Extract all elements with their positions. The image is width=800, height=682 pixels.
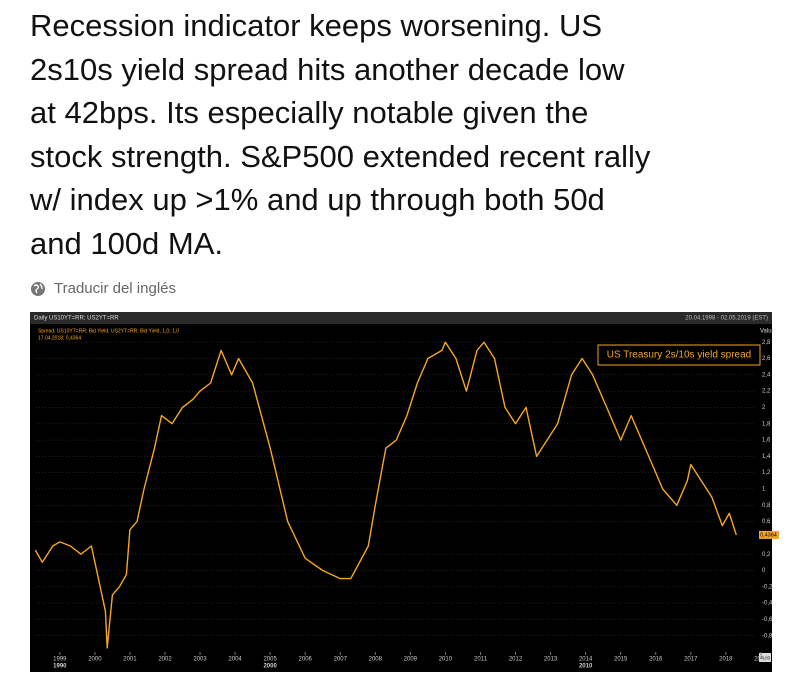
y-tick-label: 1,2 [762, 470, 771, 476]
axis-title: Value [760, 329, 776, 335]
y-tick-label: -0,8 [762, 633, 773, 639]
y-tick-label: 2,4 [762, 372, 771, 378]
tweet-line: Recession indicator keeps worsening. US [30, 8, 603, 43]
y-tick-label: 2 [762, 405, 766, 411]
last-value-tag [759, 530, 779, 539]
x-tick-label: 2015 [614, 657, 628, 663]
x-tick-label: 2011 [474, 657, 488, 663]
chart-header [30, 312, 772, 324]
last-value-label: 0,4364 [760, 532, 777, 538]
tweet-line: 2s10s yield spread hits another decade l… [30, 51, 625, 87]
y-tick-label: 1,4 [762, 454, 771, 460]
x-tick-label: 2019 [754, 657, 768, 663]
y-tick-label: -0,4 [762, 601, 773, 607]
decade-label: 2000 [263, 664, 277, 670]
x-tick-label: 2002 [158, 657, 172, 663]
y-tick-label: 1,6 [762, 438, 771, 444]
y-tick-label: 0,2 [762, 552, 771, 558]
legend-line: Spread; US10YT=RR; Bid Yield, US2YT=RR; … [38, 328, 179, 334]
translate-text[interactable]: Traducir del inglés [54, 280, 176, 297]
auto-label[interactable]: Auto [760, 655, 771, 661]
x-tick-label: 2007 [334, 657, 348, 663]
decade-label: 1990 [53, 664, 67, 670]
x-tick-label: 2001 [123, 657, 137, 663]
decade-label: 2010 [579, 664, 593, 670]
x-tick-label: 2013 [544, 657, 558, 663]
y-tick-label: 1 [762, 487, 766, 493]
x-tick-label: 2003 [193, 657, 207, 663]
auto-button[interactable] [759, 653, 771, 662]
y-tick-label: 0 [762, 568, 766, 574]
chart-background [30, 312, 772, 672]
translate-link[interactable]: Traducir del inglés [30, 280, 176, 297]
tweet-line: at 42bps. Its especially notable given t… [30, 95, 589, 130]
x-tick-label: 2012 [509, 657, 523, 663]
y-tick-label: 1,8 [762, 421, 771, 427]
x-tick-label: 1999 [53, 657, 67, 663]
y-tick-label: 0,6 [762, 519, 771, 525]
x-tick-label: 2009 [404, 657, 418, 663]
x-tick-label: 2005 [263, 657, 277, 663]
y-tick-label: -0,6 [762, 617, 773, 623]
header-right: 20.04.1998 - 02.05.2019 (EST) [685, 316, 768, 322]
tweet-line: stock strength. S&P500 extended recent r… [30, 138, 651, 174]
x-tick-label: 2010 [439, 657, 453, 663]
x-tick-label: 2000 [88, 657, 102, 663]
x-tick-label: 2018 [719, 657, 733, 663]
x-tick-label: 2006 [299, 657, 313, 663]
y-tick-label: 0,8 [762, 503, 771, 509]
x-tick-label: 2016 [649, 657, 663, 663]
legend-sub: 17.04.2018; 0,4364 [38, 335, 81, 341]
annotation: US Treasury 2s/10s yield spread [607, 350, 752, 361]
y-tick-label: 2,2 [762, 389, 771, 395]
x-tick-label: 2004 [228, 657, 242, 663]
tweet-line: and 100d MA. [30, 225, 224, 261]
x-tick-label: 2008 [369, 657, 383, 663]
globe-icon [31, 281, 45, 296]
tweet-text: Recession indicator keeps worsening. US 2… [30, 4, 650, 265]
x-tick-label: 2014 [579, 657, 593, 663]
annotation-box [597, 344, 761, 366]
y-tick-label: 2,6 [762, 356, 771, 362]
y-tick-label: 2,8 [762, 340, 771, 346]
tweet-line: w/ index up >1% and up through both 50d [30, 182, 605, 217]
spread-line [34, 341, 737, 649]
x-tick-label: 2017 [684, 657, 698, 663]
header-left: Daily US10YT=RR; US2YT=RR [34, 316, 119, 322]
y-tick-label: -0,2 [762, 584, 773, 590]
